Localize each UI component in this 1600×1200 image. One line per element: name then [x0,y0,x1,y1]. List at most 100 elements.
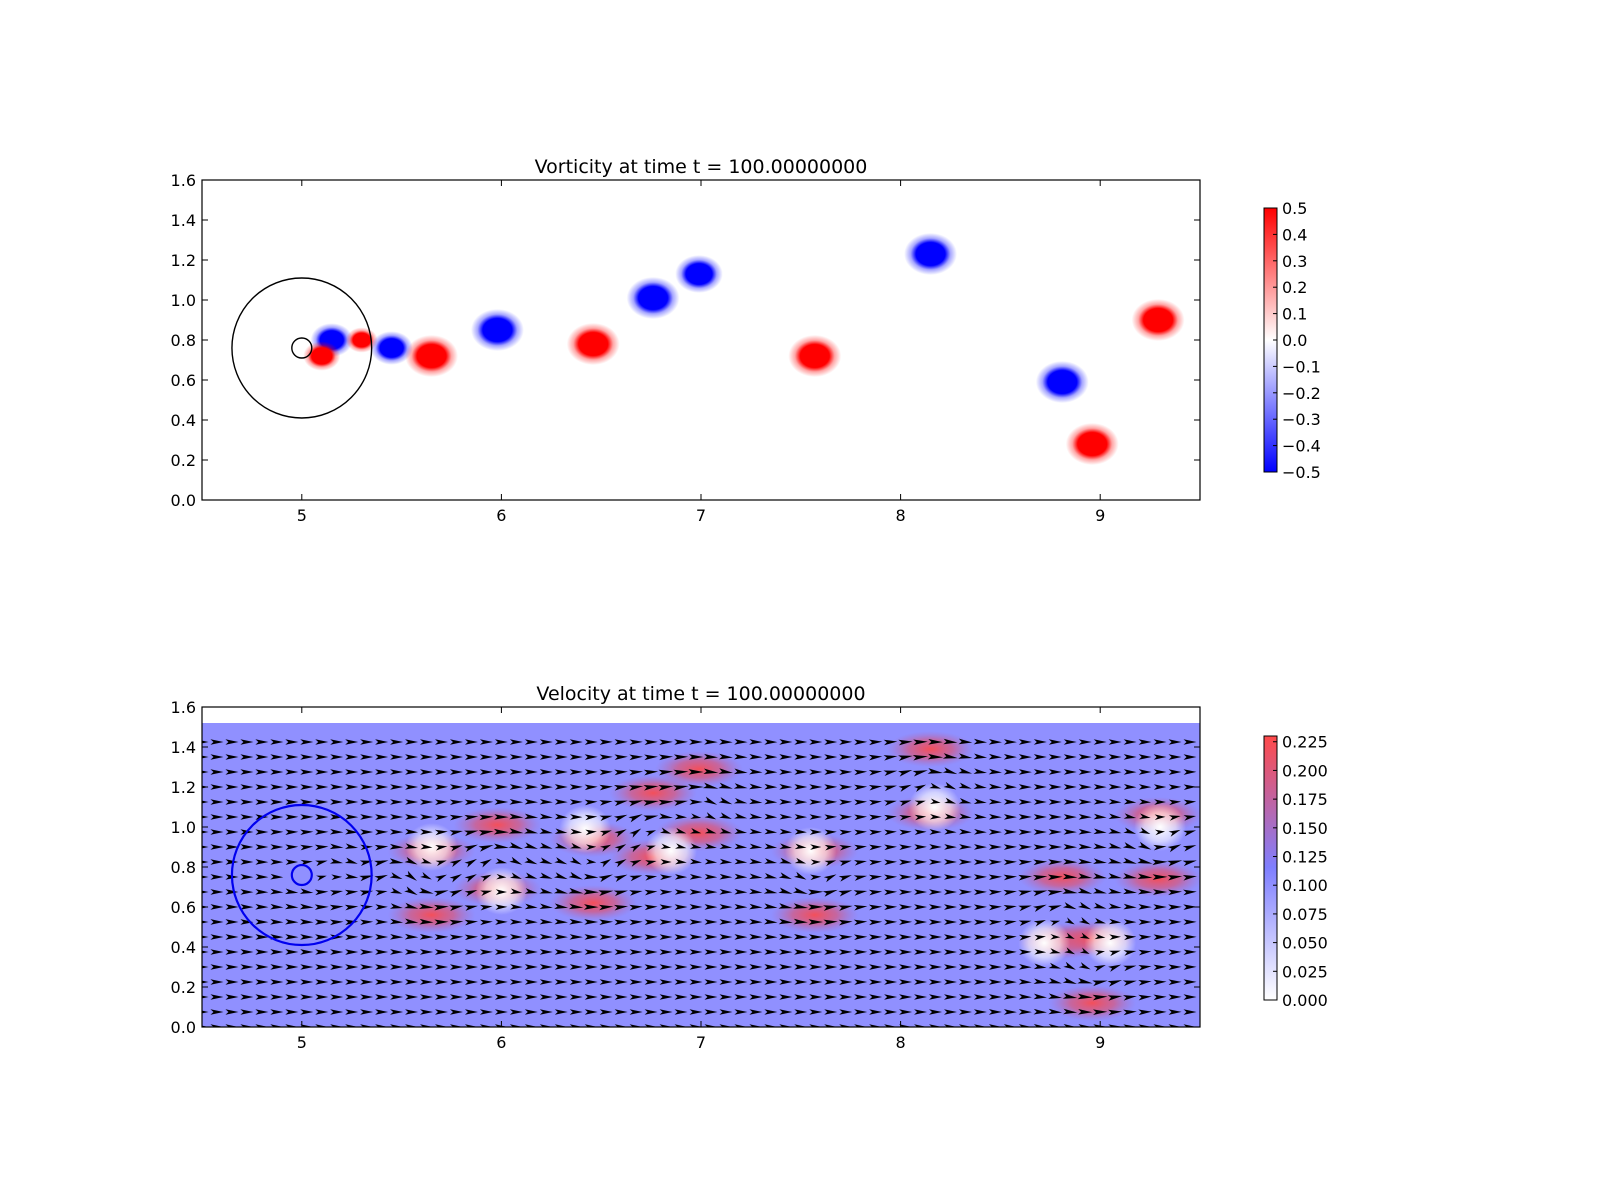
quiver-arrow [285,964,299,970]
quiver-arrow [719,1009,733,1015]
quiver-arrow [202,755,209,759]
quiver-arrow [389,858,404,864]
quiver-arrow [1183,1024,1197,1027]
quiver-arrow [539,754,553,760]
quiver-arrow [884,919,898,925]
velocity-title: Velocity at time t = 100.00000000 [536,683,865,705]
quiver-arrow [689,799,703,805]
quiver-arrow [764,783,778,790]
quiver-arrow [285,739,299,745]
quiver-arrow [524,1009,538,1015]
quiver-arrow [1152,859,1168,866]
quiver-arrow [1034,948,1047,955]
colorbar-tick-label: 0.200 [1282,761,1328,780]
quiver-arrow [375,964,389,970]
quiver-arrow [824,949,838,955]
quiver-arrow [883,785,897,792]
quiver-arrow [734,753,748,760]
quiver-arrow [1048,977,1062,984]
quiver-arrow [315,994,329,1000]
colorbar-tick-label: 0.2 [1282,278,1307,297]
quiver-arrow [674,979,688,985]
quiver-arrow [1123,813,1137,819]
quiver-arrow [943,949,957,955]
quiver-arrow [884,1009,898,1015]
quiver-arrow [823,919,838,926]
quiver-arrow [584,934,598,940]
quiver-arrow [763,918,778,925]
quiver-arrow [854,814,868,821]
quiver-arrow [478,830,494,836]
quiver-arrow [899,904,913,910]
quiver-arrow [464,1024,478,1027]
quiver-arrow [1123,739,1137,745]
vorticity-panel: Vorticity at time t = 100.00000000 5 6 7 8 9… [171,156,1321,525]
quiver-arrow [202,890,209,894]
quiver-arrow [944,979,957,985]
quiver-arrow [554,918,568,925]
quiver-arrow [599,784,613,791]
quiver-arrow [375,890,388,896]
velocity-ticks: 5 6 7 8 9 0.0 0.2 0.4 0.6 0.8 1.0 1.2 1.4 1.6 [171,698,1200,1052]
quiver-arrow [689,873,703,880]
quiver-arrow [959,813,972,820]
quiver-arrow [973,994,987,1000]
quiver-arrow [449,859,463,868]
quiver-arrow [1032,874,1048,881]
quiver-arrow [389,903,403,909]
quiver-arrow [1048,754,1062,760]
quiver-arrow [375,979,389,985]
quiver-arrow [749,964,763,970]
quiver-arrow [464,830,479,837]
quiver-arrow [1123,769,1137,775]
quiver-arrow [524,769,538,775]
quiver-arrow [375,784,389,790]
quiver-arrow [270,1024,284,1027]
quiver-arrow [898,784,912,792]
quiver-arrow [988,753,1002,760]
quiver-arrow [464,754,478,760]
quiver-arrow [839,769,853,775]
quiver-arrow [524,754,538,760]
quiver-arrow [824,964,838,970]
quiver-arrow [779,828,793,835]
quiver-arrow [389,918,404,925]
quiver-arrow [734,979,748,985]
low-speed-region [1084,919,1137,967]
vorticity-boundary-circles [231,277,373,419]
quiver-arrow [689,889,703,895]
quiver-arrow [1003,799,1017,805]
quiver-arrow [973,949,987,955]
quiver-arrow [673,769,689,776]
quiver-arrow [210,1009,224,1015]
quiver-arrow [434,934,449,940]
quiver-arrow [794,739,808,745]
quiver-arrow [912,754,929,761]
quiver-arrow [210,949,224,955]
quiver-arrow [764,979,778,985]
quiver-arrow [1183,919,1197,925]
quiver-arrow [719,949,733,955]
quiver-arrow [973,934,987,940]
quiver-arrow [449,919,464,926]
quiver-arrow [584,964,598,970]
quiver-arrow [569,754,583,760]
quiver-arrow [645,845,656,852]
quiver-arrow [809,754,823,760]
quiver-arrow [884,889,898,896]
quiver-arrow [958,1024,972,1027]
quiver-arrow [255,1009,269,1015]
quiver-arrow [1108,813,1122,820]
quiver-arrow [1153,994,1167,1001]
quiver-arrow [479,858,492,868]
quiver-arrow [390,799,404,805]
quiver-arrow [719,812,732,819]
quiver-arrow [659,979,673,985]
quiver-arrow [270,844,284,850]
quiver-arrow [1138,919,1152,925]
quiver-arrow [838,919,853,926]
quiver-arrow [300,934,314,940]
quiver-arrow [674,949,688,955]
quiver-arrow [1138,739,1152,745]
quiver-arrow [568,903,584,910]
